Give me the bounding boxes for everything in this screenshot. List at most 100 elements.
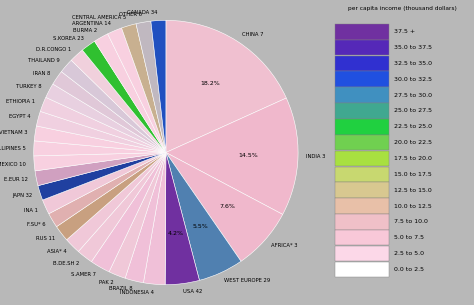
Bar (335, 103, 389, 119)
Bar (335, 167, 389, 182)
Wedge shape (56, 152, 166, 240)
Wedge shape (49, 152, 166, 227)
Text: INA 1: INA 1 (24, 208, 38, 213)
Text: CENTRAL AMERICA 5: CENTRAL AMERICA 5 (72, 15, 127, 20)
Text: THAILAND 9: THAILAND 9 (28, 58, 60, 63)
Text: 2.5 to 5.0: 2.5 to 5.0 (394, 251, 424, 256)
Wedge shape (67, 152, 166, 252)
Text: B.DE.SH 2: B.DE.SH 2 (54, 261, 80, 266)
Wedge shape (94, 34, 166, 152)
Wedge shape (71, 50, 166, 152)
Text: USA 42: USA 42 (183, 289, 203, 294)
Text: 17.5 to 20.0: 17.5 to 20.0 (394, 156, 432, 161)
Text: 5.0 to 7.5: 5.0 to 7.5 (394, 235, 424, 240)
Text: 37.5 +: 37.5 + (394, 29, 416, 34)
Wedge shape (34, 152, 166, 171)
Wedge shape (165, 152, 200, 285)
Text: EGYPT 4: EGYPT 4 (9, 114, 30, 119)
Wedge shape (43, 152, 166, 214)
Wedge shape (61, 60, 166, 152)
Wedge shape (34, 141, 166, 156)
Text: S.KOREA 23: S.KOREA 23 (53, 36, 83, 41)
Wedge shape (46, 84, 166, 152)
Wedge shape (38, 152, 166, 200)
Bar (335, 262, 389, 277)
Text: 20.0 to 22.5: 20.0 to 22.5 (394, 140, 432, 145)
Text: PAK 2: PAK 2 (99, 280, 114, 285)
Wedge shape (136, 21, 166, 152)
Wedge shape (82, 41, 166, 152)
Wedge shape (166, 20, 286, 152)
Wedge shape (35, 152, 166, 186)
Wedge shape (121, 24, 166, 152)
Bar (335, 151, 389, 166)
Text: BRAZIL 8: BRAZIL 8 (109, 286, 132, 291)
Text: 7.6%: 7.6% (219, 204, 235, 210)
Bar (335, 87, 389, 103)
Text: WEST EUROPE 29: WEST EUROPE 29 (225, 278, 271, 282)
Bar (335, 40, 389, 56)
Text: RUS 11: RUS 11 (36, 236, 55, 241)
Bar (335, 71, 389, 87)
Text: per capita income (thousand dollars): per capita income (thousand dollars) (348, 6, 457, 11)
Text: ARGENTINA 14: ARGENTINA 14 (73, 21, 111, 26)
Text: ASIA* 4: ASIA* 4 (47, 249, 66, 254)
Wedge shape (144, 152, 166, 285)
Wedge shape (91, 152, 166, 272)
Text: IRAN 8: IRAN 8 (33, 70, 50, 76)
Text: CANADA 34: CANADA 34 (128, 10, 158, 15)
Text: VIETNAM 3: VIETNAM 3 (0, 130, 27, 135)
Text: PHILLIPINES 5: PHILLIPINES 5 (0, 145, 26, 151)
Text: 7.5 to 10.0: 7.5 to 10.0 (394, 219, 428, 224)
Wedge shape (151, 20, 166, 152)
Text: TURKEY 8: TURKEY 8 (16, 84, 42, 89)
Bar (335, 198, 389, 214)
Text: 35.0 to 37.5: 35.0 to 37.5 (394, 45, 432, 50)
Text: ETHIOPIA 1: ETHIOPIA 1 (6, 99, 35, 104)
Bar (335, 246, 389, 261)
Text: MEXICO 10: MEXICO 10 (0, 162, 26, 167)
Text: 27.5 to 30.0: 27.5 to 30.0 (394, 93, 432, 98)
Text: INDONESIA 4: INDONESIA 4 (119, 290, 154, 295)
Bar (335, 56, 389, 71)
Text: 5.5%: 5.5% (192, 224, 208, 229)
Wedge shape (78, 152, 166, 262)
Text: AFRICA* 3: AFRICA* 3 (271, 243, 297, 248)
Text: S.AMER 7: S.AMER 7 (71, 272, 96, 277)
Wedge shape (166, 152, 241, 280)
Text: 12.5 to 15.0: 12.5 to 15.0 (394, 188, 432, 193)
Text: D.R.CONGO 1: D.R.CONGO 1 (36, 46, 71, 52)
Bar (335, 214, 389, 230)
Wedge shape (40, 97, 166, 152)
Text: E.EUR 12: E.EUR 12 (4, 178, 28, 182)
Text: OTHER 6: OTHER 6 (119, 12, 142, 17)
Wedge shape (36, 111, 166, 152)
Text: 4.2%: 4.2% (168, 231, 184, 236)
Text: 18.2%: 18.2% (201, 81, 220, 86)
Wedge shape (109, 152, 166, 278)
Wedge shape (53, 72, 166, 152)
Text: 15.0 to 17.5: 15.0 to 17.5 (394, 172, 432, 177)
Wedge shape (108, 28, 166, 152)
Bar (335, 135, 389, 150)
Wedge shape (166, 152, 283, 261)
Text: 25.0 to 27.5: 25.0 to 27.5 (394, 109, 432, 113)
Text: 22.5 to 25.0: 22.5 to 25.0 (394, 124, 432, 129)
Text: 32.5 to 35.0: 32.5 to 35.0 (394, 61, 432, 66)
Text: 14.5%: 14.5% (238, 152, 258, 158)
Wedge shape (125, 152, 166, 283)
Text: 30.0 to 32.5: 30.0 to 32.5 (394, 77, 432, 82)
Text: INDIA 3: INDIA 3 (306, 154, 326, 160)
Text: BURMA 2: BURMA 2 (73, 28, 97, 33)
Bar (335, 230, 389, 246)
Bar (335, 182, 389, 198)
Bar (335, 119, 389, 135)
Text: F.SU* 6: F.SU* 6 (27, 222, 46, 227)
Text: CHINA 7: CHINA 7 (242, 32, 264, 37)
Text: 0.0 to 2.5: 0.0 to 2.5 (394, 267, 424, 272)
Wedge shape (166, 98, 298, 214)
Text: 10.0 to 12.5: 10.0 to 12.5 (394, 203, 432, 209)
Text: JAPN 32: JAPN 32 (12, 193, 32, 198)
Wedge shape (34, 126, 166, 152)
Bar (335, 24, 389, 40)
